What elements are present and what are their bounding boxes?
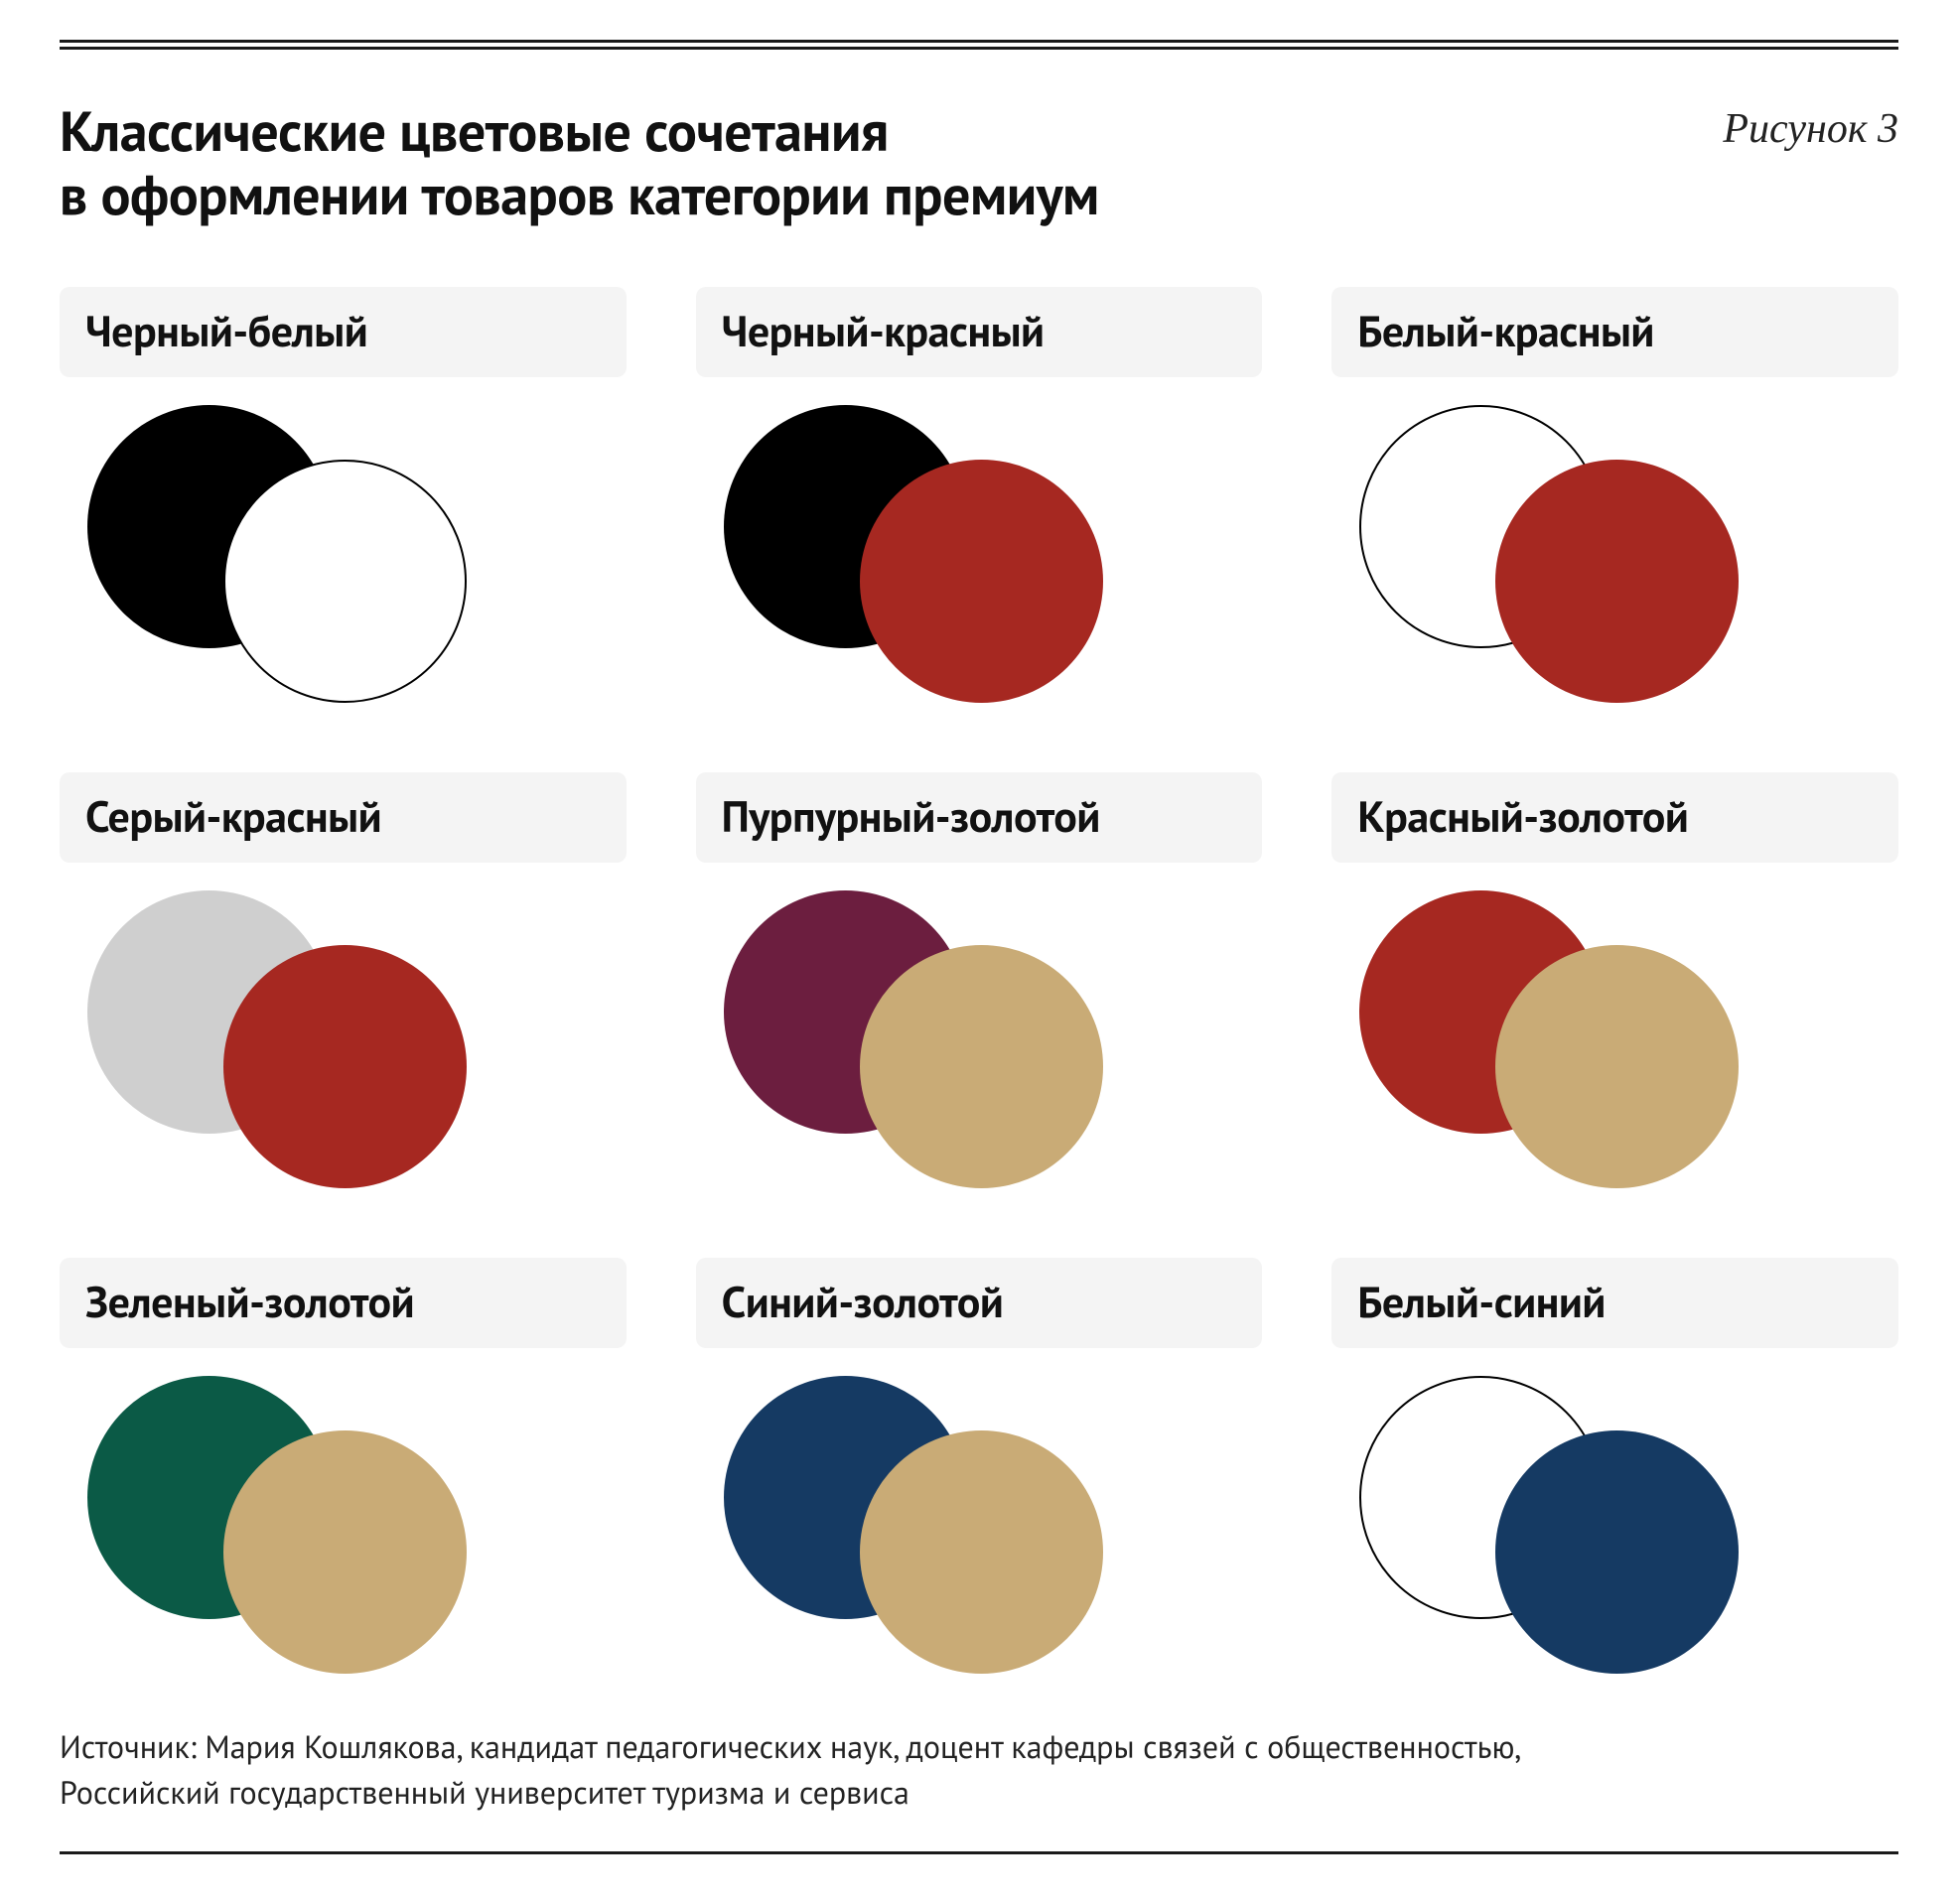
combo-label: Белый-красный bbox=[1331, 287, 1898, 377]
combo-label: Красный-золотой bbox=[1331, 772, 1898, 863]
swatch-front-circle bbox=[223, 945, 467, 1188]
swatch-front-circle bbox=[860, 945, 1103, 1188]
swatch-front-circle bbox=[1495, 1430, 1739, 1674]
swatch-front-circle bbox=[223, 460, 467, 703]
color-combo-cell: Белый-синий bbox=[1331, 1258, 1898, 1674]
top-double-rule bbox=[60, 40, 1898, 50]
combo-swatch bbox=[60, 405, 627, 703]
combo-swatch bbox=[60, 1376, 627, 1674]
combo-label: Серый-красный bbox=[60, 772, 627, 863]
combo-swatch bbox=[1331, 890, 1898, 1188]
bottom-rule bbox=[60, 1851, 1898, 1854]
combo-label: Белый-синий bbox=[1331, 1258, 1898, 1348]
color-combo-cell: Пурпурный-золотой bbox=[696, 772, 1263, 1188]
combo-label: Черный-белый bbox=[60, 287, 627, 377]
swatch-front-circle bbox=[860, 460, 1103, 703]
color-combo-cell: Серый-красный bbox=[60, 772, 627, 1188]
figure-number: Рисунок 3 bbox=[1723, 99, 1898, 153]
color-combo-cell: Синий-золотой bbox=[696, 1258, 1263, 1674]
color-combo-cell: Красный-золотой bbox=[1331, 772, 1898, 1188]
title-line-2: в оформлении товаров категории премиум bbox=[60, 159, 1099, 230]
swatch-front-circle bbox=[1495, 945, 1739, 1188]
combo-label: Черный-красный bbox=[696, 287, 1263, 377]
combo-swatch bbox=[1331, 405, 1898, 703]
combo-swatch bbox=[1331, 1376, 1898, 1674]
title-line-1: Классические цветовые сочетания bbox=[60, 95, 889, 167]
color-combo-cell: Зеленый-золотой bbox=[60, 1258, 627, 1674]
figure-page: Классические цветовые сочетания в оформл… bbox=[0, 0, 1958, 1904]
figure-title: Классические цветовые сочетания в оформл… bbox=[60, 99, 1099, 227]
combo-label: Синий-золотой bbox=[696, 1258, 1263, 1348]
swatch-front-circle bbox=[1495, 460, 1739, 703]
color-combo-cell: Черный-белый bbox=[60, 287, 627, 703]
combo-label: Пурпурный-золотой bbox=[696, 772, 1263, 863]
combo-swatch bbox=[696, 890, 1263, 1188]
header-row: Классические цветовые сочетания в оформл… bbox=[60, 99, 1898, 227]
swatch-front-circle bbox=[860, 1430, 1103, 1674]
combo-swatch bbox=[696, 405, 1263, 703]
color-combo-grid: Черный-белый Черный-красный Белый-красный С… bbox=[60, 287, 1898, 1674]
combo-swatch bbox=[696, 1376, 1263, 1674]
swatch-front-circle bbox=[223, 1430, 467, 1674]
combo-label: Зеленый-золотой bbox=[60, 1258, 627, 1348]
color-combo-cell: Черный-красный bbox=[696, 287, 1263, 703]
combo-swatch bbox=[60, 890, 627, 1188]
color-combo-cell: Белый-красный bbox=[1331, 287, 1898, 703]
source-attribution: Источник: Мария Кошлякова, кандидат педа… bbox=[60, 1723, 1599, 1816]
